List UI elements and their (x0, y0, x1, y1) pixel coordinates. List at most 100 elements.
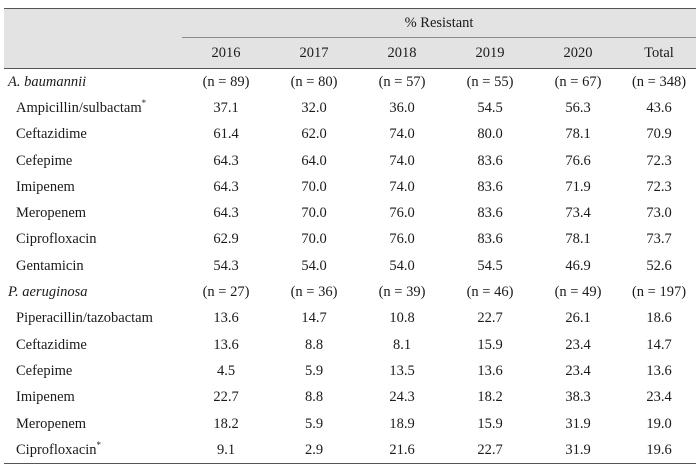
drug-row: Piperacillin/tazobactam 13.6 14.7 10.8 22.7 2… (4, 306, 696, 332)
value-cell: 10.8 (389, 310, 415, 327)
value-cell: 22.7 (477, 310, 503, 327)
drug-name-cell: Ampicillin/sulbactam* (4, 95, 182, 121)
drug-name-cell: Piperacillin/tazobactam (4, 306, 182, 332)
value-cell: 83.6 (477, 152, 503, 169)
value-cell: 13.6 (477, 362, 503, 379)
drug-row: Imipenem 22.7 8.8 24.3 18.2 38.3 23.4 (4, 385, 696, 411)
value-cell: 46.9 (565, 257, 591, 274)
value-cell: 23.4 (565, 336, 591, 353)
value-cell: 61.4 (213, 126, 239, 143)
value-cell: 18.2 (213, 415, 239, 432)
value-cell: 64.3 (213, 178, 239, 195)
sample-size-cell: (n = 197) (631, 284, 687, 301)
sample-size-cell: (n = 348) (631, 73, 687, 90)
sample-size-cell: (n = 80) (290, 73, 338, 90)
value-cell: 70.0 (301, 178, 327, 195)
sample-size-cell: (n = 49) (554, 284, 602, 301)
value-cell: 19.6 (622, 437, 696, 464)
value-cell: 31.9 (534, 437, 622, 464)
value-cell: 54.0 (389, 257, 415, 274)
species-name: P. aeruginosa (8, 284, 88, 301)
value-cell: 54.0 (301, 257, 327, 274)
species-row: P. aeruginosa (n = 27) (n = 36) (n = 39) (n … (4, 279, 696, 305)
value-cell: 13.6 (646, 362, 672, 379)
value-cell: 74.0 (389, 178, 415, 195)
value-cell: 2.9 (270, 437, 358, 464)
value-cell: 52.6 (646, 257, 672, 274)
species-name: A. baumannii (8, 73, 87, 90)
value-cell: 62.9 (213, 231, 239, 248)
value-cell: 9.1 (182, 437, 270, 464)
drug-name-cell: Ciprofloxacin (4, 227, 182, 253)
drug-name-cell: Ceftazidime (4, 122, 182, 148)
value-cell: 83.6 (477, 231, 503, 248)
value-cell: 62.0 (301, 126, 327, 143)
value-cell: 73.7 (646, 231, 672, 248)
value-cell: 78.1 (565, 231, 591, 248)
value-cell: 15.9 (477, 336, 503, 353)
value-cell: 73.4 (565, 205, 591, 222)
value-cell: 22.7 (446, 437, 534, 464)
drug-name: Cefepime (16, 362, 73, 379)
sample-size-cell: (n = 27) (202, 284, 250, 301)
drug-name: Imipenem (16, 389, 75, 406)
value-cell: 76.0 (389, 205, 415, 222)
sample-size-cell: (n = 89) (202, 73, 250, 90)
column-header-2018: 2018 (358, 37, 446, 69)
value-cell: 14.7 (301, 310, 327, 327)
species-name-cell: A. baumannii (4, 69, 182, 96)
resistance-table: % Resistant 2016 2017 2018 2019 2020 Tot… (4, 8, 696, 464)
value-cell: 38.3 (565, 389, 591, 406)
drug-row: Ceftazidime 13.6 8.8 8.1 15.9 23.4 14.7 (4, 332, 696, 358)
value-cell: 71.9 (565, 178, 591, 195)
value-cell: 5.9 (304, 415, 324, 432)
value-cell: 32.0 (301, 99, 327, 116)
drug-name: Ampicillin/sulbactam (16, 99, 142, 116)
drug-name: Piperacillin/tazobactam (16, 310, 153, 327)
drug-row: Imipenem 64.3 70.0 74.0 83.6 71.9 72.3 (4, 174, 696, 200)
drug-name: Ciprofloxacin (16, 231, 97, 248)
value-cell: 23.4 (646, 389, 672, 406)
value-cell: 64.0 (301, 152, 327, 169)
sample-size-cell: (n = 36) (290, 284, 338, 301)
sample-size-cell: (n = 67) (554, 73, 602, 90)
value-cell: 22.7 (213, 389, 239, 406)
value-cell: 56.3 (565, 99, 591, 116)
header-columns-row: 2016 2017 2018 2019 2020 Total (4, 37, 696, 69)
drug-row: Ceftazidime 61.4 62.0 74.0 80.0 78.1 70.9 (4, 122, 696, 148)
column-header-label (4, 37, 182, 69)
value-cell: 15.9 (477, 415, 503, 432)
value-cell: 72.3 (646, 152, 672, 169)
value-cell: 4.5 (216, 362, 236, 379)
value-cell: 54.5 (477, 257, 503, 274)
drug-name-cell: Gentamicin (4, 253, 182, 279)
value-cell: 13.5 (389, 362, 415, 379)
column-header-2019: 2019 (446, 37, 534, 69)
value-cell: 64.3 (213, 152, 239, 169)
sample-size-cell: (n = 46) (466, 284, 514, 301)
value-cell: 64.3 (213, 205, 239, 222)
table-body: A. baumannii (n = 89) (n = 80) (n = 57) (n =… (4, 69, 696, 464)
footnote-mark: * (96, 439, 102, 450)
table-header: % Resistant 2016 2017 2018 2019 2020 Tot… (4, 8, 696, 69)
value-cell: 31.9 (565, 415, 591, 432)
drug-name: Gentamicin (16, 257, 84, 274)
column-header-2020: 2020 (534, 37, 622, 69)
value-cell: 83.6 (477, 178, 503, 195)
value-cell: 72.3 (646, 178, 672, 195)
drug-row: Cefepime 4.5 5.9 13.5 13.6 23.4 13.6 (4, 358, 696, 384)
value-cell: 36.0 (389, 99, 415, 116)
drug-row: Gentamicin 54.3 54.0 54.0 54.5 46.9 52.6 (4, 253, 696, 279)
value-cell: 73.0 (646, 205, 672, 222)
header-corner-cell (4, 9, 182, 38)
value-cell: 13.6 (213, 336, 239, 353)
drug-row: Ciprofloxacin 62.9 70.0 76.0 83.6 78.1 73.7 (4, 227, 696, 253)
drug-name: Ciprofloxacin (16, 441, 97, 458)
drug-name: Ceftazidime (16, 126, 87, 143)
drug-name: Meropenem (16, 205, 87, 222)
drug-name: Cefepime (16, 152, 73, 169)
sample-size-cell: (n = 39) (378, 284, 426, 301)
header-group-row: % Resistant (4, 9, 696, 38)
species-name-cell: P. aeruginosa (4, 279, 182, 305)
value-cell: 18.9 (389, 415, 415, 432)
